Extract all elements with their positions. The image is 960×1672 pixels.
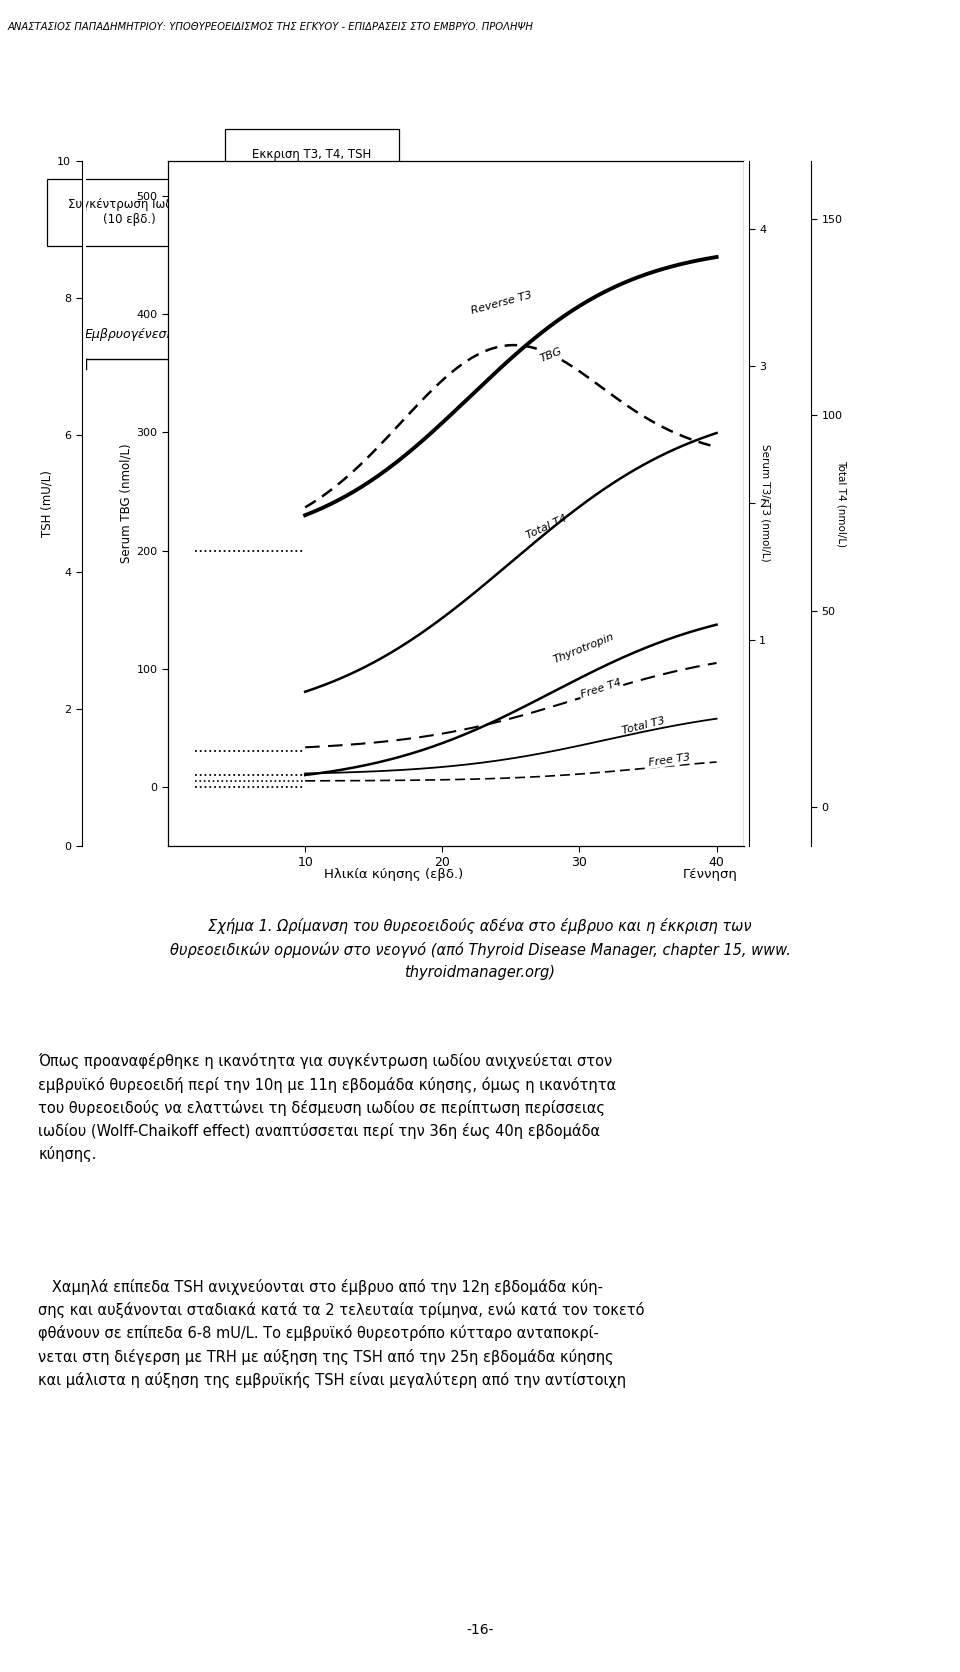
- FancyBboxPatch shape: [47, 179, 212, 246]
- Y-axis label: Serum T3/rT3 (nmol/L): Serum T3/rT3 (nmol/L): [760, 445, 771, 562]
- FancyBboxPatch shape: [354, 244, 543, 306]
- Text: Total T4: Total T4: [524, 513, 568, 540]
- Text: Χαμηλά επίπεδα TSH ανιχνεύονται στο έμβρυο από την 12η εβδομάδα κύη-
σης και αυξ: Χαμηλά επίπεδα TSH ανιχνεύονται στο έμβρ…: [38, 1279, 645, 1388]
- Text: Total T3: Total T3: [620, 716, 665, 736]
- FancyBboxPatch shape: [402, 433, 587, 510]
- Y-axis label: Total T4 (nmol/L): Total T4 (nmol/L): [837, 460, 847, 547]
- Text: -16-: -16-: [467, 1624, 493, 1637]
- Y-axis label: Serum TBG (nmol/L): Serum TBG (nmol/L): [119, 443, 132, 563]
- Text: Free T3: Free T3: [648, 752, 691, 767]
- Text: Εκκριση T3, T4, TSH
(12 εβδ.): Εκκριση T3, T4, TSH (12 εβδ.): [252, 149, 372, 177]
- Text: Συγκέντρωση Ιωδίου
(10 εβδ.): Συγκέντρωση Ιωδίου (10 εβδ.): [68, 199, 191, 226]
- Text: Thyrotropin: Thyrotropin: [552, 632, 615, 665]
- Text: Σχήμα 1. Ωρίμανση του θυρεοειδούς αδένα στο έμβρυο και η έκκριση των
θυρεοειδικώ: Σχήμα 1. Ωρίμανση του θυρεοειδούς αδένα …: [170, 918, 790, 980]
- Text: Όπως προαναφέρθηκε η ικανότητα για συγκέντρωση ιωδίου ανιχνεύεται στον
εμβρυϊκό : Όπως προαναφέρθηκε η ικανότητα για συγκέ…: [38, 1053, 616, 1162]
- FancyBboxPatch shape: [225, 129, 399, 196]
- Text: Αναστολή της TSH από την T4
(27εβδ.): Αναστολή της TSH από την T4 (27εβδ.): [404, 356, 585, 383]
- Text: Ωρίμανση Wollf -
Chaikoff effect
(38 εβδ.): Ωρίμανση Wollf - Chaikoff effect (38 εβδ…: [445, 450, 543, 493]
- Text: TBG: TBG: [539, 346, 564, 363]
- Text: Ηλικία κύησης (εβδ.): Ηλικία κύησης (εβδ.): [324, 868, 464, 881]
- Text: Εμβρυογένεση: Εμβρυογένεση: [84, 328, 175, 341]
- Text: Απάντηση TSH στο TRH
(25 εβδ.): Απάντηση TSH στο TRH (25 εβδ.): [379, 261, 518, 289]
- Text: Reverse T3: Reverse T3: [469, 291, 533, 316]
- Text: Free T4: Free T4: [580, 677, 623, 701]
- Text: ΑΝΑΣΤΑΣΙΟΣ ΠΑΠΑΔΗΜΗΤΡΙΟΥ: ΥΠΟΘΥΡΕΟΕΙΔΙΣΜΟΣ ΤΗΣ ΕΓΚΥΟΥ - ΕΠΙΔΡΑΣΕΙΣ ΣΤΟ ΕΜΒΡΥΟ. Π: ΑΝΑΣΤΑΣΙΟΣ ΠΑΠΑΔΗΜΗΤΡΙΟΥ: ΥΠΟΘΥΡΕΟΕΙΔΙΣΜ…: [8, 22, 534, 32]
- Text: Γέννηση: Γέννηση: [683, 868, 738, 881]
- FancyBboxPatch shape: [383, 338, 606, 400]
- Y-axis label: TSH (mU/L): TSH (mU/L): [40, 470, 53, 537]
